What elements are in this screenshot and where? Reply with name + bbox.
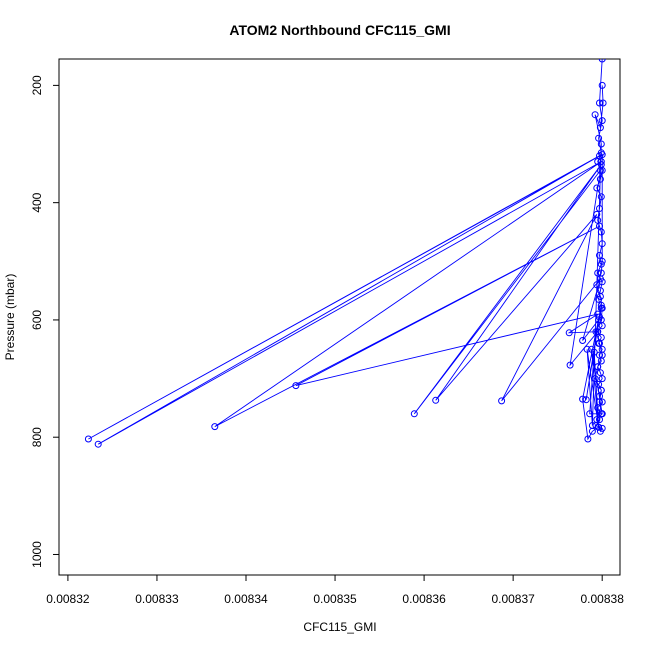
data-point [579, 337, 587, 344]
data-point [596, 205, 603, 212]
data-point [597, 158, 605, 166]
x-tick-label: 0.00836 [402, 592, 446, 606]
data-point [594, 328, 602, 336]
y-tick-label: 1000 [30, 541, 44, 568]
data-point [595, 134, 603, 142]
x-tick-label: 0.00832 [46, 592, 90, 606]
y-tick-label: 400 [30, 192, 44, 212]
data-point [591, 375, 599, 383]
data-point [599, 99, 607, 107]
data-point [410, 410, 418, 418]
data-point [597, 161, 605, 168]
data-point [597, 386, 605, 394]
data-point [598, 351, 606, 359]
data-point [594, 269, 602, 277]
y-tick-label: 600 [30, 310, 44, 330]
data-point [598, 117, 606, 125]
data-point [584, 435, 592, 443]
data-point [596, 175, 604, 183]
chart-title: ATOM2 Northbound CFC115_GMI [229, 22, 450, 38]
data-point [596, 99, 603, 107]
data-point [597, 193, 605, 201]
data-point [596, 398, 603, 406]
data-point [596, 293, 604, 300]
data-point [596, 427, 604, 435]
data-point [596, 416, 603, 424]
data-point [591, 111, 599, 119]
data-point [566, 361, 574, 369]
data-point [598, 304, 606, 312]
data-point [84, 435, 92, 443]
data-point [588, 422, 596, 429]
data-point [598, 375, 606, 383]
y-tick-label: 200 [30, 75, 44, 95]
data-point [596, 222, 603, 230]
x-axis-label: CFC115_GMI [303, 620, 376, 634]
data-point [432, 396, 440, 404]
data-point [598, 81, 606, 89]
data-point [597, 260, 605, 268]
data-point [593, 416, 601, 424]
y-axis-label: Pressure (mbar) [3, 274, 17, 361]
data-point [94, 440, 102, 448]
data-point [595, 380, 603, 388]
data-point [598, 240, 606, 248]
data-point [597, 316, 605, 324]
data-point [498, 397, 506, 405]
data-point [596, 339, 603, 347]
data-point [593, 210, 601, 218]
x-tick-label: 0.00837 [491, 592, 535, 606]
y-axis: 200 400 600 800 1000 [30, 75, 60, 568]
data-point [597, 301, 605, 309]
x-tick-label: 0.00835 [313, 592, 357, 606]
data-point [596, 275, 604, 283]
y-tick-label: 800 [30, 427, 44, 447]
data-point [586, 410, 594, 418]
data-point [582, 396, 590, 404]
data-point [565, 329, 573, 337]
x-tick-label: 0.00833 [135, 592, 179, 606]
data-point [597, 140, 605, 148]
data-point [594, 363, 602, 371]
data-point [579, 395, 587, 403]
data-point [598, 410, 606, 418]
data-point [598, 59, 606, 63]
data-point [595, 316, 603, 324]
data-point [598, 257, 606, 265]
data-point [588, 345, 595, 353]
x-axis: 0.00832 0.00833 0.00834 0.00835 0.00836 0.008… [46, 574, 624, 606]
data-point [292, 382, 300, 390]
x-tick-label: 0.00834 [224, 592, 268, 606]
data-point [593, 184, 601, 192]
data-point [211, 423, 219, 431]
data-point [583, 345, 591, 353]
data-point [596, 124, 604, 132]
data-point [598, 398, 606, 406]
x-tick-label: 0.00838 [580, 592, 624, 606]
data-point [595, 423, 603, 431]
series-group [84, 59, 607, 448]
data-point [596, 251, 603, 259]
data-point [593, 281, 601, 289]
